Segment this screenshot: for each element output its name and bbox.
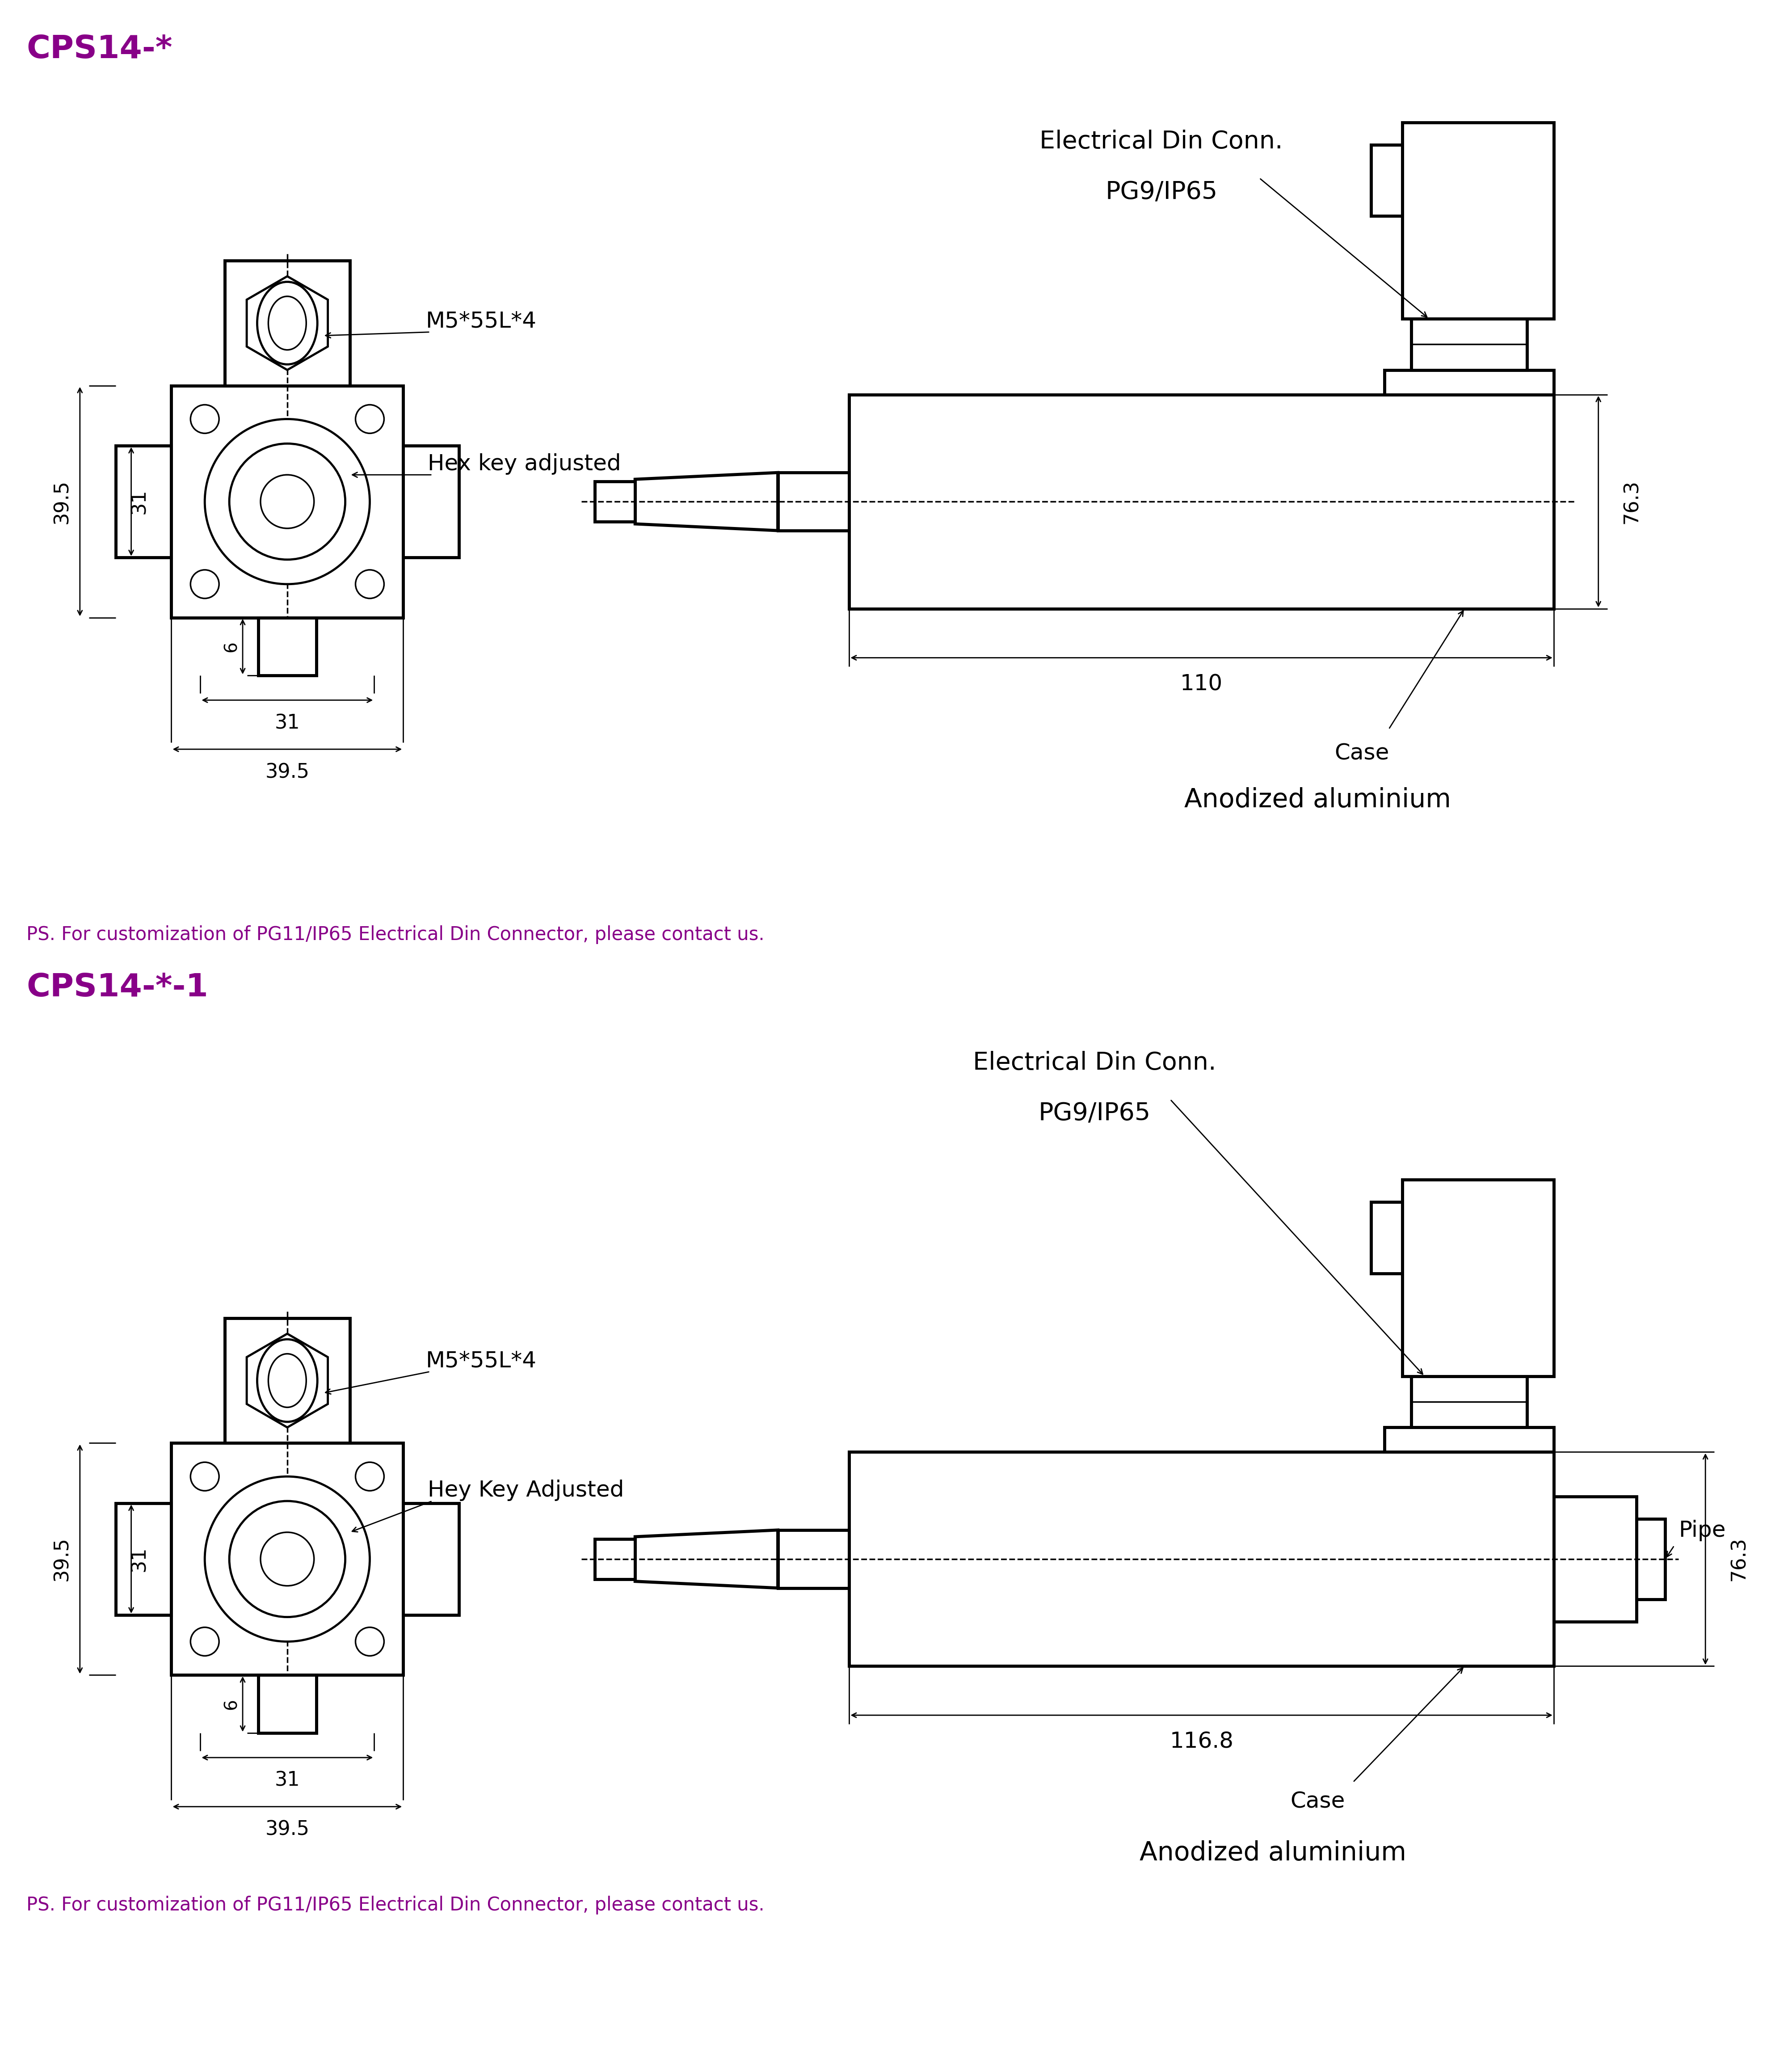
- Circle shape: [229, 1501, 346, 1618]
- Text: 31: 31: [129, 1546, 149, 1573]
- Text: PG9/IP65: PG9/IP65: [1106, 180, 1217, 204]
- Circle shape: [355, 405, 383, 434]
- Circle shape: [190, 1462, 219, 1491]
- Text: 116.8: 116.8: [1170, 1730, 1233, 1753]
- Circle shape: [190, 1628, 219, 1656]
- Text: 6: 6: [222, 640, 240, 652]
- Text: PG9/IP65: PG9/IP65: [1038, 1102, 1150, 1127]
- Text: Pipe: Pipe: [1679, 1519, 1726, 1542]
- Polygon shape: [634, 472, 778, 530]
- Bar: [1554, 1497, 1636, 1622]
- Polygon shape: [634, 1530, 778, 1589]
- Bar: [778, 1530, 849, 1589]
- Circle shape: [260, 474, 314, 528]
- Ellipse shape: [269, 1354, 306, 1407]
- Text: 6: 6: [222, 1699, 240, 1710]
- Bar: [403, 446, 459, 558]
- Bar: [1371, 145, 1401, 217]
- Bar: [1383, 370, 1554, 395]
- Text: 110: 110: [1181, 673, 1222, 695]
- Bar: [224, 260, 349, 387]
- Text: M5*55L*4: M5*55L*4: [425, 1350, 536, 1372]
- Polygon shape: [247, 1333, 328, 1427]
- Text: CPS14-*-1: CPS14-*-1: [27, 971, 208, 1004]
- Text: Electrical Din Conn.: Electrical Din Conn.: [973, 1051, 1217, 1076]
- Bar: [1410, 1376, 1527, 1427]
- Circle shape: [355, 1628, 383, 1656]
- Bar: [1401, 123, 1554, 319]
- Circle shape: [355, 1462, 383, 1491]
- Circle shape: [204, 1476, 369, 1642]
- Polygon shape: [247, 276, 328, 370]
- Text: 39.5: 39.5: [265, 1820, 310, 1838]
- Bar: [1401, 1180, 1554, 1376]
- Text: Hex key adjusted: Hex key adjusted: [428, 454, 622, 474]
- Bar: [1383, 1427, 1554, 1452]
- Bar: [172, 387, 403, 618]
- Text: M5*55L*4: M5*55L*4: [425, 311, 536, 331]
- Bar: [595, 1540, 634, 1579]
- Circle shape: [355, 571, 383, 599]
- Circle shape: [229, 444, 346, 560]
- Text: Case: Case: [1335, 742, 1389, 765]
- Text: 39.5: 39.5: [265, 763, 310, 781]
- Circle shape: [190, 571, 219, 599]
- Bar: [115, 1503, 172, 1616]
- Circle shape: [260, 1532, 314, 1585]
- Text: Hey Key Adjusted: Hey Key Adjusted: [428, 1481, 624, 1501]
- Ellipse shape: [258, 282, 317, 364]
- Text: 76.3: 76.3: [1729, 1538, 1749, 1581]
- Text: PS. For customization of PG11/IP65 Electrical Din Connector, please contact us.: PS. For customization of PG11/IP65 Elect…: [27, 926, 765, 945]
- Text: 76.3: 76.3: [1622, 479, 1641, 524]
- Bar: [778, 472, 849, 530]
- Bar: [1371, 1202, 1401, 1274]
- Text: 39.5: 39.5: [52, 1538, 72, 1581]
- Bar: [172, 1444, 403, 1675]
- Bar: [403, 1503, 459, 1616]
- Text: 31: 31: [129, 489, 149, 513]
- Bar: [115, 446, 172, 558]
- Text: Anodized aluminium: Anodized aluminium: [1185, 787, 1452, 812]
- Ellipse shape: [269, 297, 306, 350]
- Text: Electrical Din Conn.: Electrical Din Conn.: [1039, 129, 1283, 153]
- Bar: [224, 1319, 349, 1444]
- Text: Case: Case: [1290, 1791, 1344, 1812]
- Bar: [849, 395, 1554, 609]
- Text: Anodized aluminium: Anodized aluminium: [1140, 1840, 1407, 1865]
- Text: 31: 31: [274, 1771, 299, 1789]
- Bar: [1410, 319, 1527, 370]
- Bar: [1636, 1519, 1665, 1599]
- Text: 31: 31: [274, 714, 299, 732]
- Bar: [258, 618, 315, 675]
- Circle shape: [204, 419, 369, 585]
- Bar: [595, 481, 634, 521]
- Ellipse shape: [258, 1339, 317, 1421]
- Circle shape: [190, 405, 219, 434]
- Bar: [849, 1452, 1554, 1667]
- Bar: [258, 1675, 315, 1732]
- Text: 39.5: 39.5: [52, 479, 72, 524]
- Text: CPS14-*: CPS14-*: [27, 35, 172, 65]
- Text: PS. For customization of PG11/IP65 Electrical Din Connector, please contact us.: PS. For customization of PG11/IP65 Elect…: [27, 1896, 765, 1914]
